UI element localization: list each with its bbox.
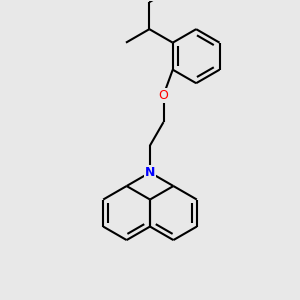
Text: O: O [159, 88, 168, 102]
Text: N: N [145, 166, 155, 179]
